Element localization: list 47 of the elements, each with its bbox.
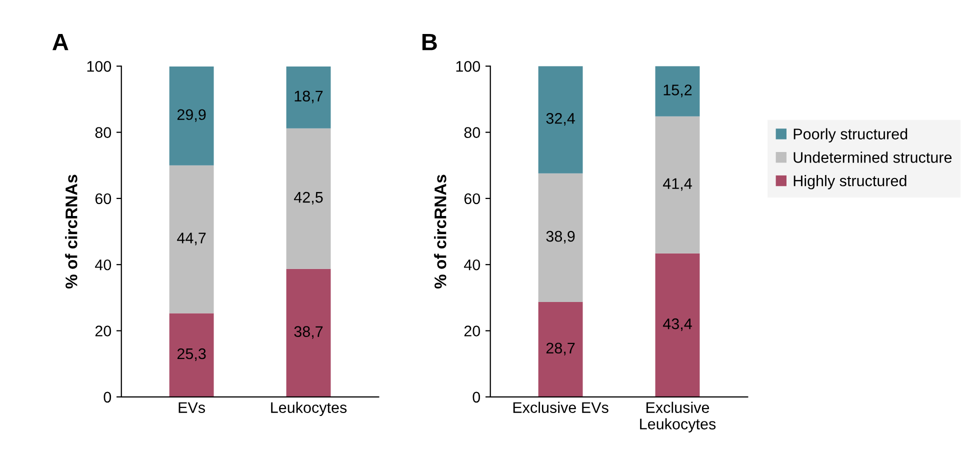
legend-label: Undetermined structure [794,152,952,163]
chart-title: B [422,34,437,50]
data-label: 42,5 [294,192,323,205]
bar [169,313,214,397]
bar [169,165,214,314]
x-tick-label: Exclusive Leukocytes [640,402,716,432]
data-label: 25,3 [177,348,206,361]
bar [538,302,583,397]
data-label: 29,9 [177,109,206,122]
x-tick-label: Exclusive EVs [513,402,608,413]
data-label: 43,4 [662,318,692,332]
y-tick-label: 80 [464,127,480,138]
bar [655,116,700,254]
legend-label: Poorly structured [794,128,908,142]
y-tick-label: 40 [464,259,480,270]
y-tick-label: 60 [95,193,112,204]
data-label: 38,7 [294,326,323,339]
data-label: 41,4 [662,178,692,191]
y-axis-title: % of circRNAs [65,174,78,289]
data-label: 18,7 [294,90,323,104]
bar [286,128,331,269]
y-tick-label: 60 [464,193,480,204]
data-label: 32,4 [546,113,575,126]
data-label: 15,2 [664,84,692,98]
data-label: 28,7 [546,342,575,356]
y-tick-label: 100 [456,61,480,72]
y-tick-label: 0 [472,392,480,403]
y-axis-title: % of circRNAs [434,174,446,289]
bar [655,66,700,116]
y-tick-label: 40 [95,259,112,270]
y-tick-label: 80 [95,127,112,138]
bar [538,66,583,174]
y-tick-label: 20 [95,326,112,336]
bar [538,173,583,302]
x-tick-label: EVs [178,402,206,413]
legend-label: Highly structured [794,175,906,190]
y-tick-label: 20 [464,326,480,336]
bar [286,268,331,397]
x-tick-label: Leukocytes [271,402,347,416]
data-label: 44,7 [177,232,206,246]
y-tick-label: 100 [87,61,112,72]
bar [655,253,700,397]
bar [169,66,214,166]
y-tick-label: 0 [104,392,112,403]
data-label: 38,9 [546,230,575,244]
bar [286,66,331,128]
chart-title: A [52,34,68,50]
